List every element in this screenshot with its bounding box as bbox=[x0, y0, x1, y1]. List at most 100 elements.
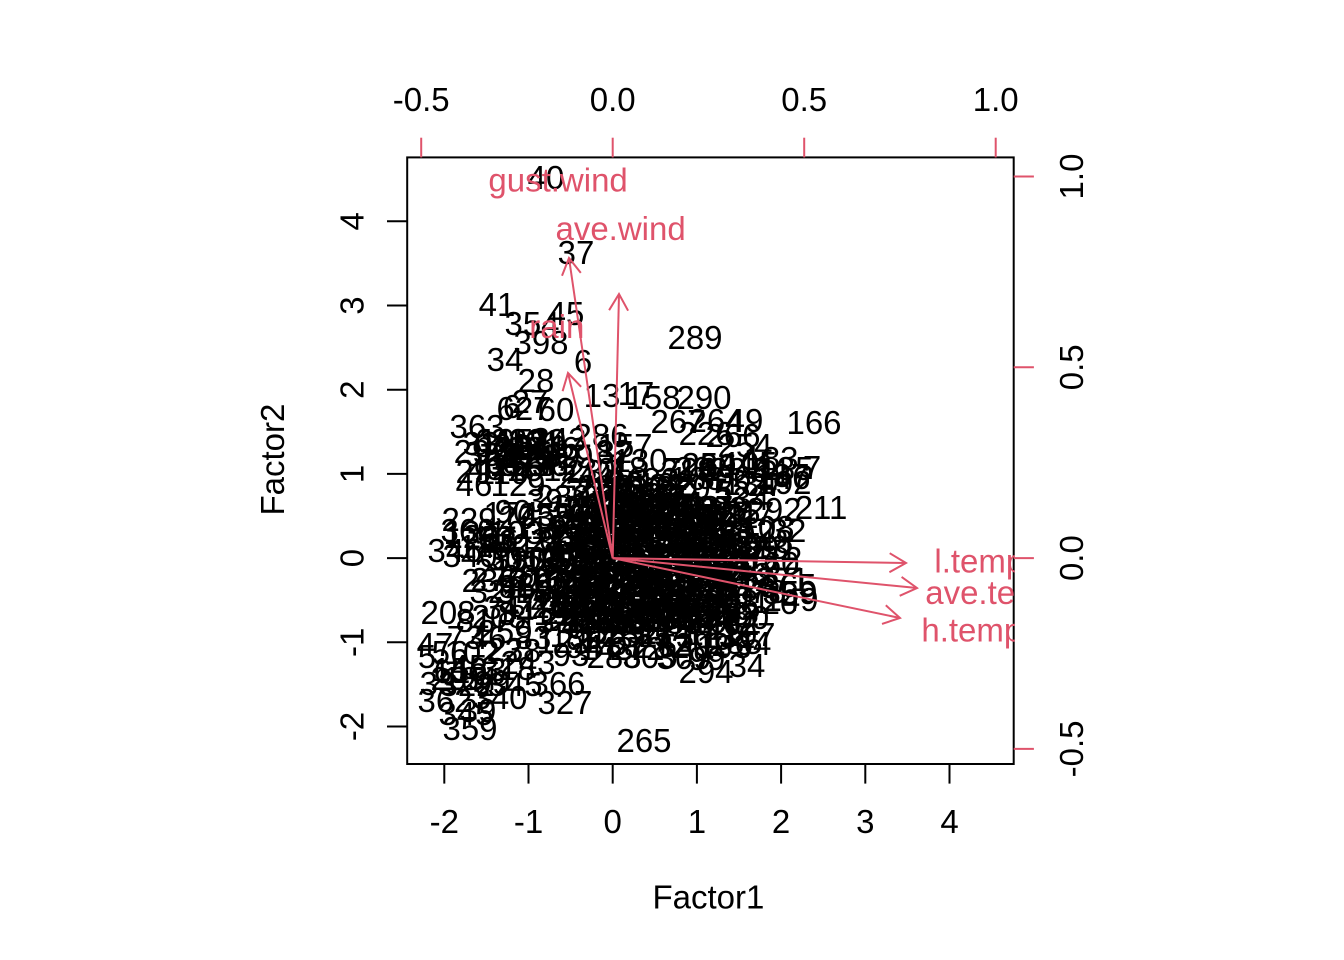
svg-text:318: 318 bbox=[496, 573, 551, 610]
svg-text:74: 74 bbox=[563, 520, 600, 557]
svg-text:126: 126 bbox=[444, 518, 499, 555]
svg-text:230: 230 bbox=[535, 478, 590, 515]
svg-text:54: 54 bbox=[659, 627, 696, 664]
svg-text:118: 118 bbox=[639, 582, 692, 619]
svg-text:274: 274 bbox=[549, 513, 604, 550]
svg-text:100: 100 bbox=[666, 523, 721, 560]
svg-text:269: 269 bbox=[516, 566, 571, 603]
svg-text:330: 330 bbox=[565, 587, 620, 624]
svg-text:239: 239 bbox=[544, 520, 599, 557]
svg-text:99: 99 bbox=[530, 422, 567, 459]
svg-text:321: 321 bbox=[474, 427, 529, 464]
svg-text:3: 3 bbox=[674, 579, 692, 616]
svg-text:128: 128 bbox=[630, 467, 685, 504]
svg-text:80: 80 bbox=[582, 554, 619, 591]
svg-text:360: 360 bbox=[440, 512, 495, 549]
svg-text:17: 17 bbox=[618, 375, 655, 412]
svg-text:2: 2 bbox=[334, 381, 371, 399]
svg-text:193: 193 bbox=[696, 628, 751, 665]
svg-text:158: 158 bbox=[432, 651, 487, 688]
svg-text:107: 107 bbox=[720, 616, 775, 653]
svg-text:32: 32 bbox=[639, 488, 676, 525]
svg-text:203: 203 bbox=[498, 499, 553, 536]
svg-text:258: 258 bbox=[647, 575, 702, 612]
svg-text:14: 14 bbox=[581, 619, 618, 656]
svg-text:23: 23 bbox=[487, 631, 524, 668]
svg-text:243: 243 bbox=[531, 421, 586, 458]
svg-text:235: 235 bbox=[705, 589, 760, 626]
svg-text:239: 239 bbox=[525, 437, 580, 474]
svg-text:9: 9 bbox=[742, 528, 760, 565]
svg-text:340: 340 bbox=[472, 679, 527, 716]
svg-text:-2: -2 bbox=[334, 712, 371, 741]
svg-text:29: 29 bbox=[454, 433, 491, 470]
svg-text:217: 217 bbox=[577, 562, 632, 599]
svg-text:133: 133 bbox=[585, 561, 640, 598]
svg-text:337: 337 bbox=[665, 604, 720, 641]
svg-text:338: 338 bbox=[619, 569, 674, 606]
svg-text:313: 313 bbox=[498, 523, 553, 560]
svg-text:281: 281 bbox=[609, 574, 664, 611]
svg-text:194: 194 bbox=[549, 617, 604, 654]
svg-text:244: 244 bbox=[558, 458, 613, 495]
svg-text:149: 149 bbox=[698, 598, 753, 635]
svg-text:159: 159 bbox=[620, 575, 675, 612]
svg-text:37: 37 bbox=[544, 535, 581, 572]
svg-text:222: 222 bbox=[490, 422, 545, 459]
svg-text:149: 149 bbox=[651, 489, 706, 526]
svg-text:146: 146 bbox=[755, 459, 810, 496]
svg-text:318: 318 bbox=[480, 650, 535, 687]
svg-text:84: 84 bbox=[752, 452, 789, 489]
svg-text:345: 345 bbox=[667, 591, 722, 628]
svg-text:282: 282 bbox=[704, 596, 759, 633]
svg-text:263: 263 bbox=[581, 586, 636, 623]
svg-text:340: 340 bbox=[442, 537, 497, 574]
svg-text:18: 18 bbox=[611, 450, 648, 487]
svg-text:177: 177 bbox=[550, 532, 605, 569]
svg-text:363: 363 bbox=[449, 408, 504, 445]
svg-text:282: 282 bbox=[626, 503, 681, 540]
svg-text:92: 92 bbox=[576, 571, 613, 608]
svg-text:254: 254 bbox=[681, 446, 736, 483]
svg-text:33: 33 bbox=[711, 490, 748, 527]
svg-text:236: 236 bbox=[513, 446, 568, 483]
svg-text:129: 129 bbox=[490, 466, 545, 503]
svg-text:244: 244 bbox=[602, 569, 657, 606]
svg-text:131: 131 bbox=[700, 618, 755, 655]
svg-text:90: 90 bbox=[495, 493, 532, 530]
svg-text:205: 205 bbox=[430, 660, 485, 697]
svg-text:1: 1 bbox=[334, 465, 371, 483]
svg-text:66: 66 bbox=[539, 521, 576, 558]
svg-text:256: 256 bbox=[531, 588, 586, 625]
svg-text:270: 270 bbox=[547, 594, 602, 631]
svg-text:221: 221 bbox=[643, 504, 698, 541]
svg-text:1.0: 1.0 bbox=[973, 81, 1019, 118]
svg-text:254: 254 bbox=[628, 571, 683, 608]
svg-text:47: 47 bbox=[738, 495, 775, 532]
svg-text:254: 254 bbox=[553, 586, 608, 623]
svg-text:143: 143 bbox=[578, 630, 633, 667]
svg-text:92: 92 bbox=[628, 602, 665, 639]
svg-text:0.0: 0.0 bbox=[590, 81, 636, 118]
svg-text:390: 390 bbox=[491, 540, 546, 577]
svg-text:627: 627 bbox=[496, 390, 551, 427]
svg-text:187: 187 bbox=[754, 457, 809, 494]
svg-text:60: 60 bbox=[538, 391, 575, 428]
svg-text:ave.temp: ave.temp bbox=[925, 574, 1061, 611]
svg-text:50: 50 bbox=[607, 465, 644, 502]
svg-text:288: 288 bbox=[586, 638, 641, 675]
svg-text:62: 62 bbox=[572, 544, 609, 581]
svg-text:315: 315 bbox=[622, 477, 677, 514]
svg-text:135: 135 bbox=[758, 450, 813, 487]
svg-text:345: 345 bbox=[438, 695, 493, 732]
svg-text:-0.5: -0.5 bbox=[1053, 720, 1090, 777]
svg-text:264: 264 bbox=[599, 562, 654, 599]
svg-text:83: 83 bbox=[714, 559, 751, 596]
svg-text:259: 259 bbox=[589, 585, 644, 622]
svg-text:0.5: 0.5 bbox=[1053, 344, 1090, 390]
svg-text:174: 174 bbox=[483, 495, 538, 532]
svg-text:162: 162 bbox=[637, 466, 692, 503]
svg-text:46: 46 bbox=[456, 466, 493, 503]
svg-text:237: 237 bbox=[709, 451, 764, 488]
svg-text:200: 200 bbox=[578, 468, 633, 505]
